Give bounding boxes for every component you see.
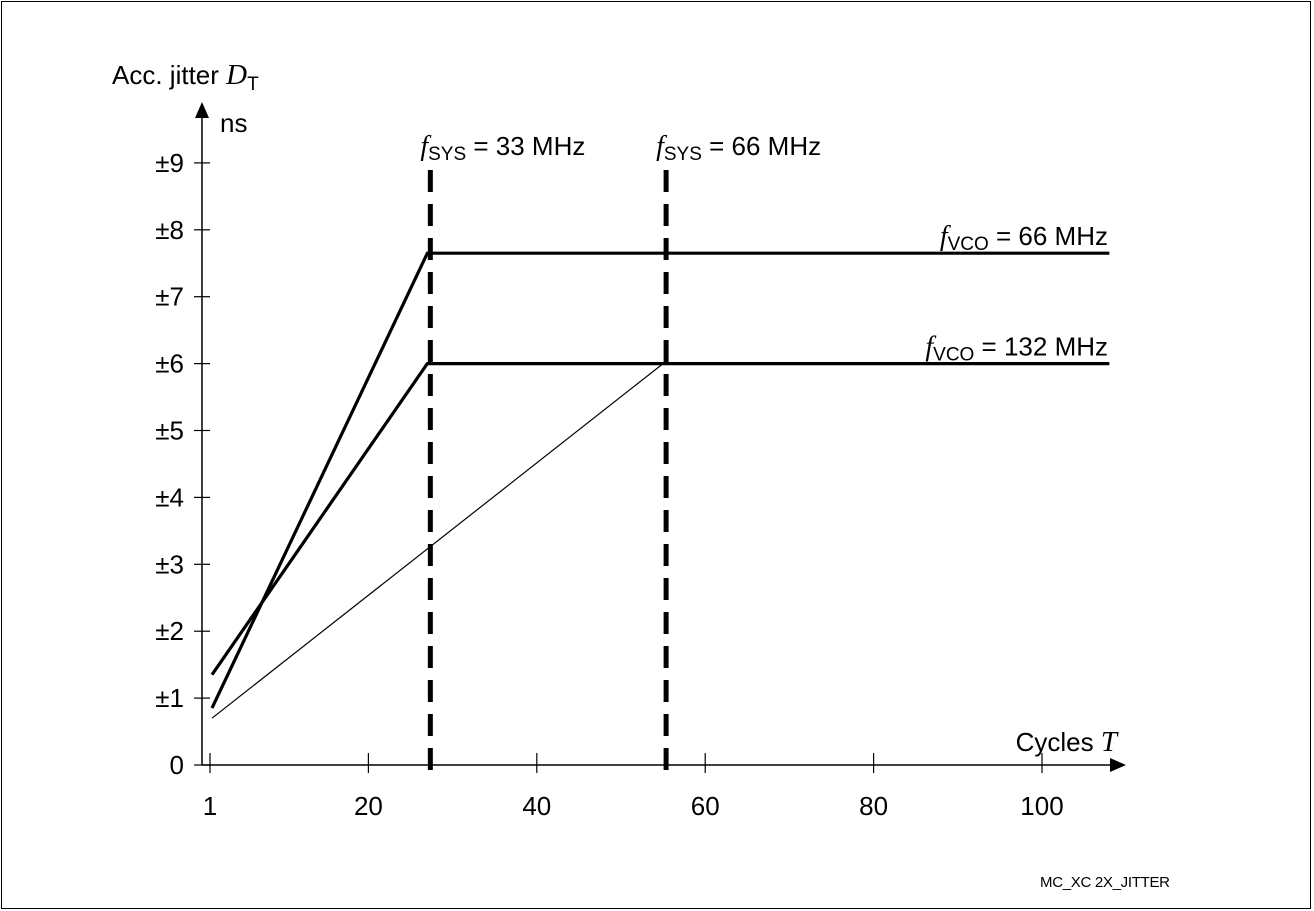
axes	[195, 102, 1126, 772]
x-tick-label: 20	[354, 791, 383, 821]
figure-id: MC_XC 2X_JITTER	[1040, 874, 1170, 891]
series-line-3	[211, 363, 664, 719]
x-tick-label: 40	[522, 791, 551, 821]
series-line-2	[210, 362, 1110, 676]
y-axis-label: Acc. jitter DT	[112, 59, 259, 95]
series-label-2: fVCO = 132 MHz	[925, 332, 1108, 366]
vline-label: fSYS = 33 MHz	[420, 131, 585, 165]
y-tick-label: ±8	[155, 215, 184, 245]
x-tick-label: 100	[1020, 791, 1063, 821]
y-tick-label: ±9	[155, 148, 184, 178]
y-tick-label: ±2	[155, 616, 184, 646]
y-tick-label: ±6	[155, 349, 184, 379]
y-tick-label: ±7	[155, 282, 184, 312]
series-label-1: fVCO = 66 MHz	[940, 221, 1108, 255]
y-axis-unit: ns	[220, 108, 247, 138]
y-tick-label: ±1	[155, 683, 184, 713]
x-axis-arrow	[1110, 758, 1126, 772]
vline-label: fSYS = 66 MHz	[656, 131, 821, 165]
y-tick-label: ±5	[155, 416, 184, 446]
x-tick-label: 80	[859, 791, 888, 821]
y-tick-label: ±4	[155, 482, 184, 512]
y-tick-label: ±3	[155, 549, 184, 579]
y-axis-arrow	[195, 102, 209, 118]
series-line-1	[210, 251, 1110, 709]
series-lines	[210, 251, 1110, 719]
labels: fSYS = 33 MHz fSYS = 66 MHz fVCO = 66 MHz f…	[112, 59, 1119, 758]
ticks: 0 ±1 ±2 ±3 ±4 ±5 ±6 ±7 ±8 ±9 1 20 40 60 80 100	[155, 148, 1063, 821]
reference-lines	[427, 170, 669, 770]
x-axis-label: Cycles T	[1016, 726, 1119, 758]
y-tick-label: 0	[170, 750, 184, 780]
x-tick-label: 1	[203, 791, 217, 821]
x-tick-label: 60	[691, 791, 720, 821]
